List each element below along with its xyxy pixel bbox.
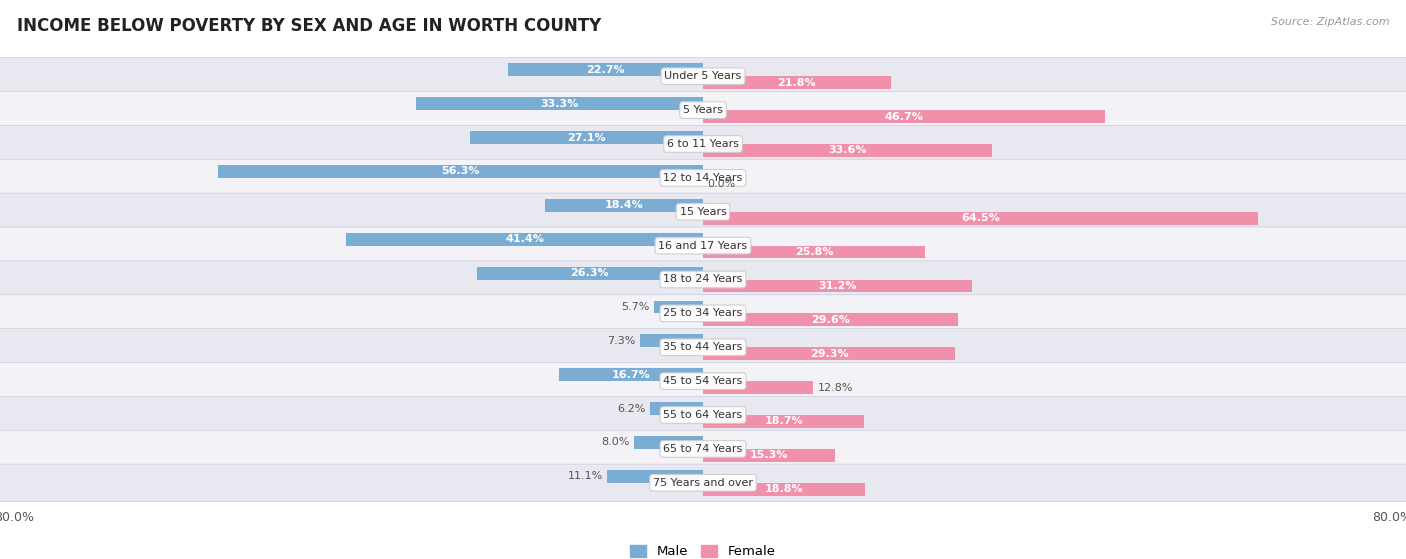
Bar xyxy=(703,76,891,89)
FancyBboxPatch shape xyxy=(0,329,1406,366)
Text: 65 to 74 Years: 65 to 74 Years xyxy=(664,444,742,454)
FancyBboxPatch shape xyxy=(0,295,1406,332)
Bar xyxy=(416,97,703,110)
Text: 27.1%: 27.1% xyxy=(567,132,606,143)
Text: 18 to 24 Years: 18 to 24 Years xyxy=(664,274,742,285)
Text: 7.3%: 7.3% xyxy=(607,336,636,346)
Bar xyxy=(470,131,703,144)
FancyBboxPatch shape xyxy=(0,227,1406,264)
Bar xyxy=(703,110,1105,123)
FancyBboxPatch shape xyxy=(0,58,1406,95)
Bar xyxy=(703,245,925,258)
Text: 5 Years: 5 Years xyxy=(683,105,723,115)
Bar xyxy=(544,199,703,212)
Bar xyxy=(634,436,703,449)
Text: 12.8%: 12.8% xyxy=(817,382,853,392)
Bar xyxy=(654,301,703,314)
Bar xyxy=(640,334,703,347)
Text: 6.2%: 6.2% xyxy=(617,404,645,414)
FancyBboxPatch shape xyxy=(0,193,1406,230)
FancyBboxPatch shape xyxy=(0,464,1406,501)
FancyBboxPatch shape xyxy=(0,396,1406,434)
Text: 18.8%: 18.8% xyxy=(765,484,803,494)
FancyBboxPatch shape xyxy=(0,159,1406,197)
Text: Under 5 Years: Under 5 Years xyxy=(665,71,741,81)
Bar xyxy=(703,347,955,360)
Bar xyxy=(703,415,865,428)
Bar xyxy=(218,165,703,178)
Bar xyxy=(703,483,865,496)
Bar xyxy=(346,233,703,245)
Bar xyxy=(703,280,972,292)
Text: 26.3%: 26.3% xyxy=(571,268,609,278)
Text: 0.0%: 0.0% xyxy=(707,179,735,190)
Text: 35 to 44 Years: 35 to 44 Years xyxy=(664,342,742,352)
Text: 31.2%: 31.2% xyxy=(818,281,856,291)
Text: 18.4%: 18.4% xyxy=(605,200,643,210)
Legend: Male, Female: Male, Female xyxy=(626,539,780,559)
Text: 22.7%: 22.7% xyxy=(586,65,624,75)
Text: 25.8%: 25.8% xyxy=(794,247,834,257)
Text: 15.3%: 15.3% xyxy=(749,451,789,460)
Bar xyxy=(650,402,703,415)
Bar xyxy=(703,212,1258,225)
Text: 6 to 11 Years: 6 to 11 Years xyxy=(666,139,740,149)
Bar xyxy=(508,63,703,76)
Text: 29.6%: 29.6% xyxy=(811,315,849,325)
FancyBboxPatch shape xyxy=(0,430,1406,467)
Text: 5.7%: 5.7% xyxy=(621,302,650,312)
Text: 12 to 14 Years: 12 to 14 Years xyxy=(664,173,742,183)
FancyBboxPatch shape xyxy=(0,362,1406,400)
Text: 33.6%: 33.6% xyxy=(828,145,868,155)
FancyBboxPatch shape xyxy=(0,92,1406,129)
Bar xyxy=(703,381,813,394)
Text: 18.7%: 18.7% xyxy=(765,416,803,427)
FancyBboxPatch shape xyxy=(0,261,1406,298)
Text: 45 to 54 Years: 45 to 54 Years xyxy=(664,376,742,386)
Text: 56.3%: 56.3% xyxy=(441,167,479,177)
Text: 8.0%: 8.0% xyxy=(602,438,630,447)
Text: 46.7%: 46.7% xyxy=(884,112,924,121)
Text: 41.4%: 41.4% xyxy=(505,234,544,244)
Text: 25 to 34 Years: 25 to 34 Years xyxy=(664,309,742,319)
Text: 11.1%: 11.1% xyxy=(568,471,603,481)
Text: 21.8%: 21.8% xyxy=(778,78,815,88)
Text: 15 Years: 15 Years xyxy=(679,207,727,217)
Text: 29.3%: 29.3% xyxy=(810,349,848,359)
FancyBboxPatch shape xyxy=(0,125,1406,163)
Text: INCOME BELOW POVERTY BY SEX AND AGE IN WORTH COUNTY: INCOME BELOW POVERTY BY SEX AND AGE IN W… xyxy=(17,17,602,35)
Text: 33.3%: 33.3% xyxy=(540,99,579,108)
Text: 64.5%: 64.5% xyxy=(962,213,1000,223)
Bar xyxy=(703,449,835,462)
Text: Source: ZipAtlas.com: Source: ZipAtlas.com xyxy=(1271,17,1389,27)
Text: 16 and 17 Years: 16 and 17 Years xyxy=(658,240,748,250)
Bar xyxy=(477,267,703,280)
Text: 55 to 64 Years: 55 to 64 Years xyxy=(664,410,742,420)
Bar xyxy=(703,144,993,157)
Text: 75 Years and over: 75 Years and over xyxy=(652,478,754,488)
Bar xyxy=(560,368,703,381)
Bar xyxy=(607,470,703,483)
Text: 16.7%: 16.7% xyxy=(612,369,651,380)
Bar xyxy=(703,314,957,326)
